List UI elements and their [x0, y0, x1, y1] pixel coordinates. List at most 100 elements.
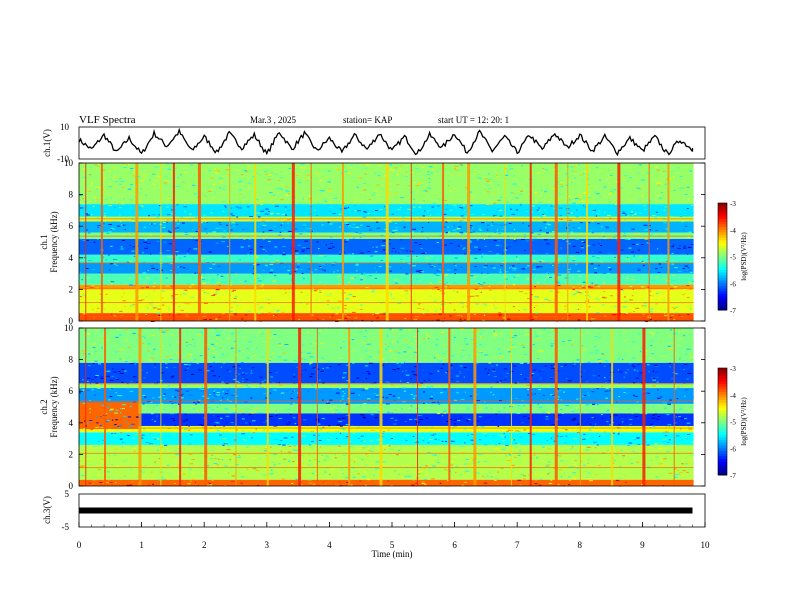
ch1-spectrogram-burst-10 — [341, 163, 344, 321]
ch1-spectrogram-burst-16 — [529, 163, 532, 321]
cbar1-tick--5: -5 — [730, 254, 736, 262]
ch2-spectrogram-burst-21 — [673, 328, 675, 486]
ch1-spectrogram-burst-14 — [467, 163, 471, 321]
cbar2-tick--3: -3 — [730, 365, 736, 373]
x-tick-7: 7 — [515, 540, 520, 550]
ch2-spectrogram-burst-17 — [554, 328, 558, 486]
ch2-spectrogram-burst-18 — [579, 328, 581, 486]
ch3-waveform-panel: ch.3(V) 5 -5 0 1 2 3 4 5 6 7 8 9 10 Time (min) — [42, 489, 710, 559]
ch1-spectrogram-burst-13 — [442, 163, 445, 321]
ch1-waveform-ytick-bottom: -10 — [57, 154, 69, 164]
ch1-spectrogram-burst-8 — [291, 163, 295, 321]
figure-title: VLF Spectra — [79, 114, 136, 126]
ch1-spectrogram-burst-11 — [385, 163, 389, 321]
ch1-spectrogram-burst-21 — [648, 163, 650, 321]
ch2-spectrogram-panel: 0 2 4 6 8 10 ch.2 Frequency (kHz) — [39, 323, 706, 491]
ch2-spectrogram-band-6 — [79, 388, 694, 404]
ch2-spectrogram-burst-6 — [235, 328, 237, 486]
ch2-spectrogram-band-3 — [79, 425, 694, 433]
ch2-spectrogram-burst-5 — [204, 328, 208, 486]
x-axis-label: Time (min) — [372, 549, 413, 559]
ch2-spectrogram-burst-15 — [510, 328, 512, 486]
ch2-spectrogram-burst-4 — [179, 328, 182, 486]
ch3-waveform-ytick-bottom: -5 — [62, 522, 70, 532]
x-tick-9: 9 — [640, 540, 645, 550]
cbar1-tick--7: -7 — [730, 307, 736, 315]
ch2-spectrogram-burst-8 — [298, 328, 302, 486]
x-tick-10: 10 — [701, 540, 711, 550]
ch2-colorbar: -3 -4 -5 -6 -7 log(PSD)(V²/Hz) — [717, 365, 748, 480]
ch1-spectrogram-burst-2 — [135, 163, 139, 321]
ch2-spectrogram-burst-16 — [529, 328, 532, 486]
ch2-spectrogram-band-0 — [79, 479, 694, 486]
ch1-spectrogram-ytick-8: 8 — [69, 190, 74, 200]
ch2-spectrogram-burst-9 — [316, 328, 318, 486]
ch1-spectrogram-burst-6 — [229, 163, 231, 321]
ch1-spectrogram-ytick-6: 6 — [69, 221, 74, 231]
header-station: station= KAP — [343, 115, 392, 125]
ch2-spectrogram-burst-10 — [348, 328, 351, 486]
ch2-spectrogram-ylabel: Frequency (kHz) — [49, 376, 59, 437]
ch1-waveform-ytick-top: 10 — [60, 122, 70, 132]
ch1-spectrogram-burst-19 — [586, 163, 589, 321]
ch1-spectrogram-ytick-2: 2 — [69, 284, 74, 294]
ch1-spectrogram-ytick-4: 4 — [69, 253, 74, 263]
ch1-spectrogram-burst-18 — [567, 163, 569, 321]
ch2-spectrogram-early-segment — [79, 402, 139, 430]
ch1-spectrogram-ytick-0: 0 — [69, 316, 74, 326]
ch3-waveform-ylabel: ch.3(V) — [42, 496, 52, 524]
cbar2-tick--5: -5 — [730, 419, 736, 427]
cbar1-tick--3: -3 — [730, 200, 736, 208]
ch1-spectrogram-burst-12 — [410, 163, 412, 321]
ch2-spectrogram-ytick-10: 10 — [64, 323, 74, 333]
ch1-waveform-ylabel: ch.1(V) — [42, 129, 52, 157]
ch2-spectrogram-frame — [78, 327, 706, 487]
x-tick-2: 2 — [202, 540, 207, 550]
cbar1-tick--4: -4 — [730, 227, 736, 235]
ch2-spectrogram-burst-7 — [266, 328, 269, 486]
ch1-spectrogram-ytick-10: 10 — [64, 158, 74, 168]
ch2-spectrogram-ytick-8: 8 — [69, 355, 74, 365]
ch2-spectrogram-burst-3 — [160, 328, 162, 486]
ch2-spectrogram-burst-11 — [379, 328, 383, 486]
ch1-spectrogram-panel: 0 2 4 6 8 10 ch.1 Frequency (kHz) — [39, 158, 706, 326]
x-tick-8: 8 — [578, 540, 583, 550]
ch1-spectrogram-burst-15 — [504, 163, 506, 321]
ch1-spectrogram-burst-7 — [254, 163, 257, 321]
x-tick-6: 6 — [452, 540, 457, 550]
ch1-waveform-panel: ch.1(V) 10 -10 — [42, 122, 706, 164]
header-date: Mar.3 , 2025 — [250, 115, 296, 125]
cbar1-label: log(PSD)(V²/Hz) — [740, 232, 748, 281]
cbar2-tick--7: -7 — [730, 472, 736, 480]
cbar2-tick--6: -6 — [730, 445, 736, 453]
ch2-spectrogram-burst-19 — [611, 328, 614, 486]
ch2-spectrogram-band-8 — [79, 362, 694, 384]
ch3-waveform-ytick-top: 5 — [65, 489, 70, 499]
ch1-spectrogram-burst-0 — [85, 163, 87, 321]
ch2-spectrogram-ytick-0: 0 — [69, 481, 74, 491]
ch2-spectrogram-band-2 — [79, 432, 694, 445]
ch2-spectrogram-band-9 — [79, 328, 694, 363]
ch1-spectrogram-burst-3 — [160, 163, 162, 321]
ch2-spectrogram-burst-1 — [104, 328, 107, 486]
ch1-spectrogram-burst-9 — [310, 163, 312, 321]
ch1-spectrogram-channel-label: ch.1 — [39, 234, 49, 249]
ch2-spectrogram-burst-13 — [448, 328, 451, 486]
x-tick-1: 1 — [139, 540, 144, 550]
ch2-spectrogram-burst-14 — [473, 328, 477, 486]
ch2-spectrogram-burst-2 — [138, 328, 142, 486]
x-tick-3: 3 — [265, 540, 270, 550]
header-start-time: start UT = 12: 20: 1 — [438, 115, 509, 125]
x-tick-5: 5 — [390, 540, 395, 550]
ch2-spectrogram-burst-20 — [642, 328, 646, 486]
ch2-spectrogram-texture — [79, 328, 697, 487]
ch2-spectrogram-band-7 — [79, 383, 694, 389]
ch2-spectrogram-band-5 — [79, 403, 694, 414]
x-tick-4: 4 — [327, 540, 332, 550]
ch1-spectrogram-burst-4 — [172, 163, 175, 321]
ch2-spectrogram-burst-12 — [417, 328, 419, 486]
ch1-spectrogram-burst-20 — [617, 163, 621, 321]
x-tick-0: 0 — [77, 540, 82, 550]
ch1-waveform-line — [78, 127, 694, 157]
